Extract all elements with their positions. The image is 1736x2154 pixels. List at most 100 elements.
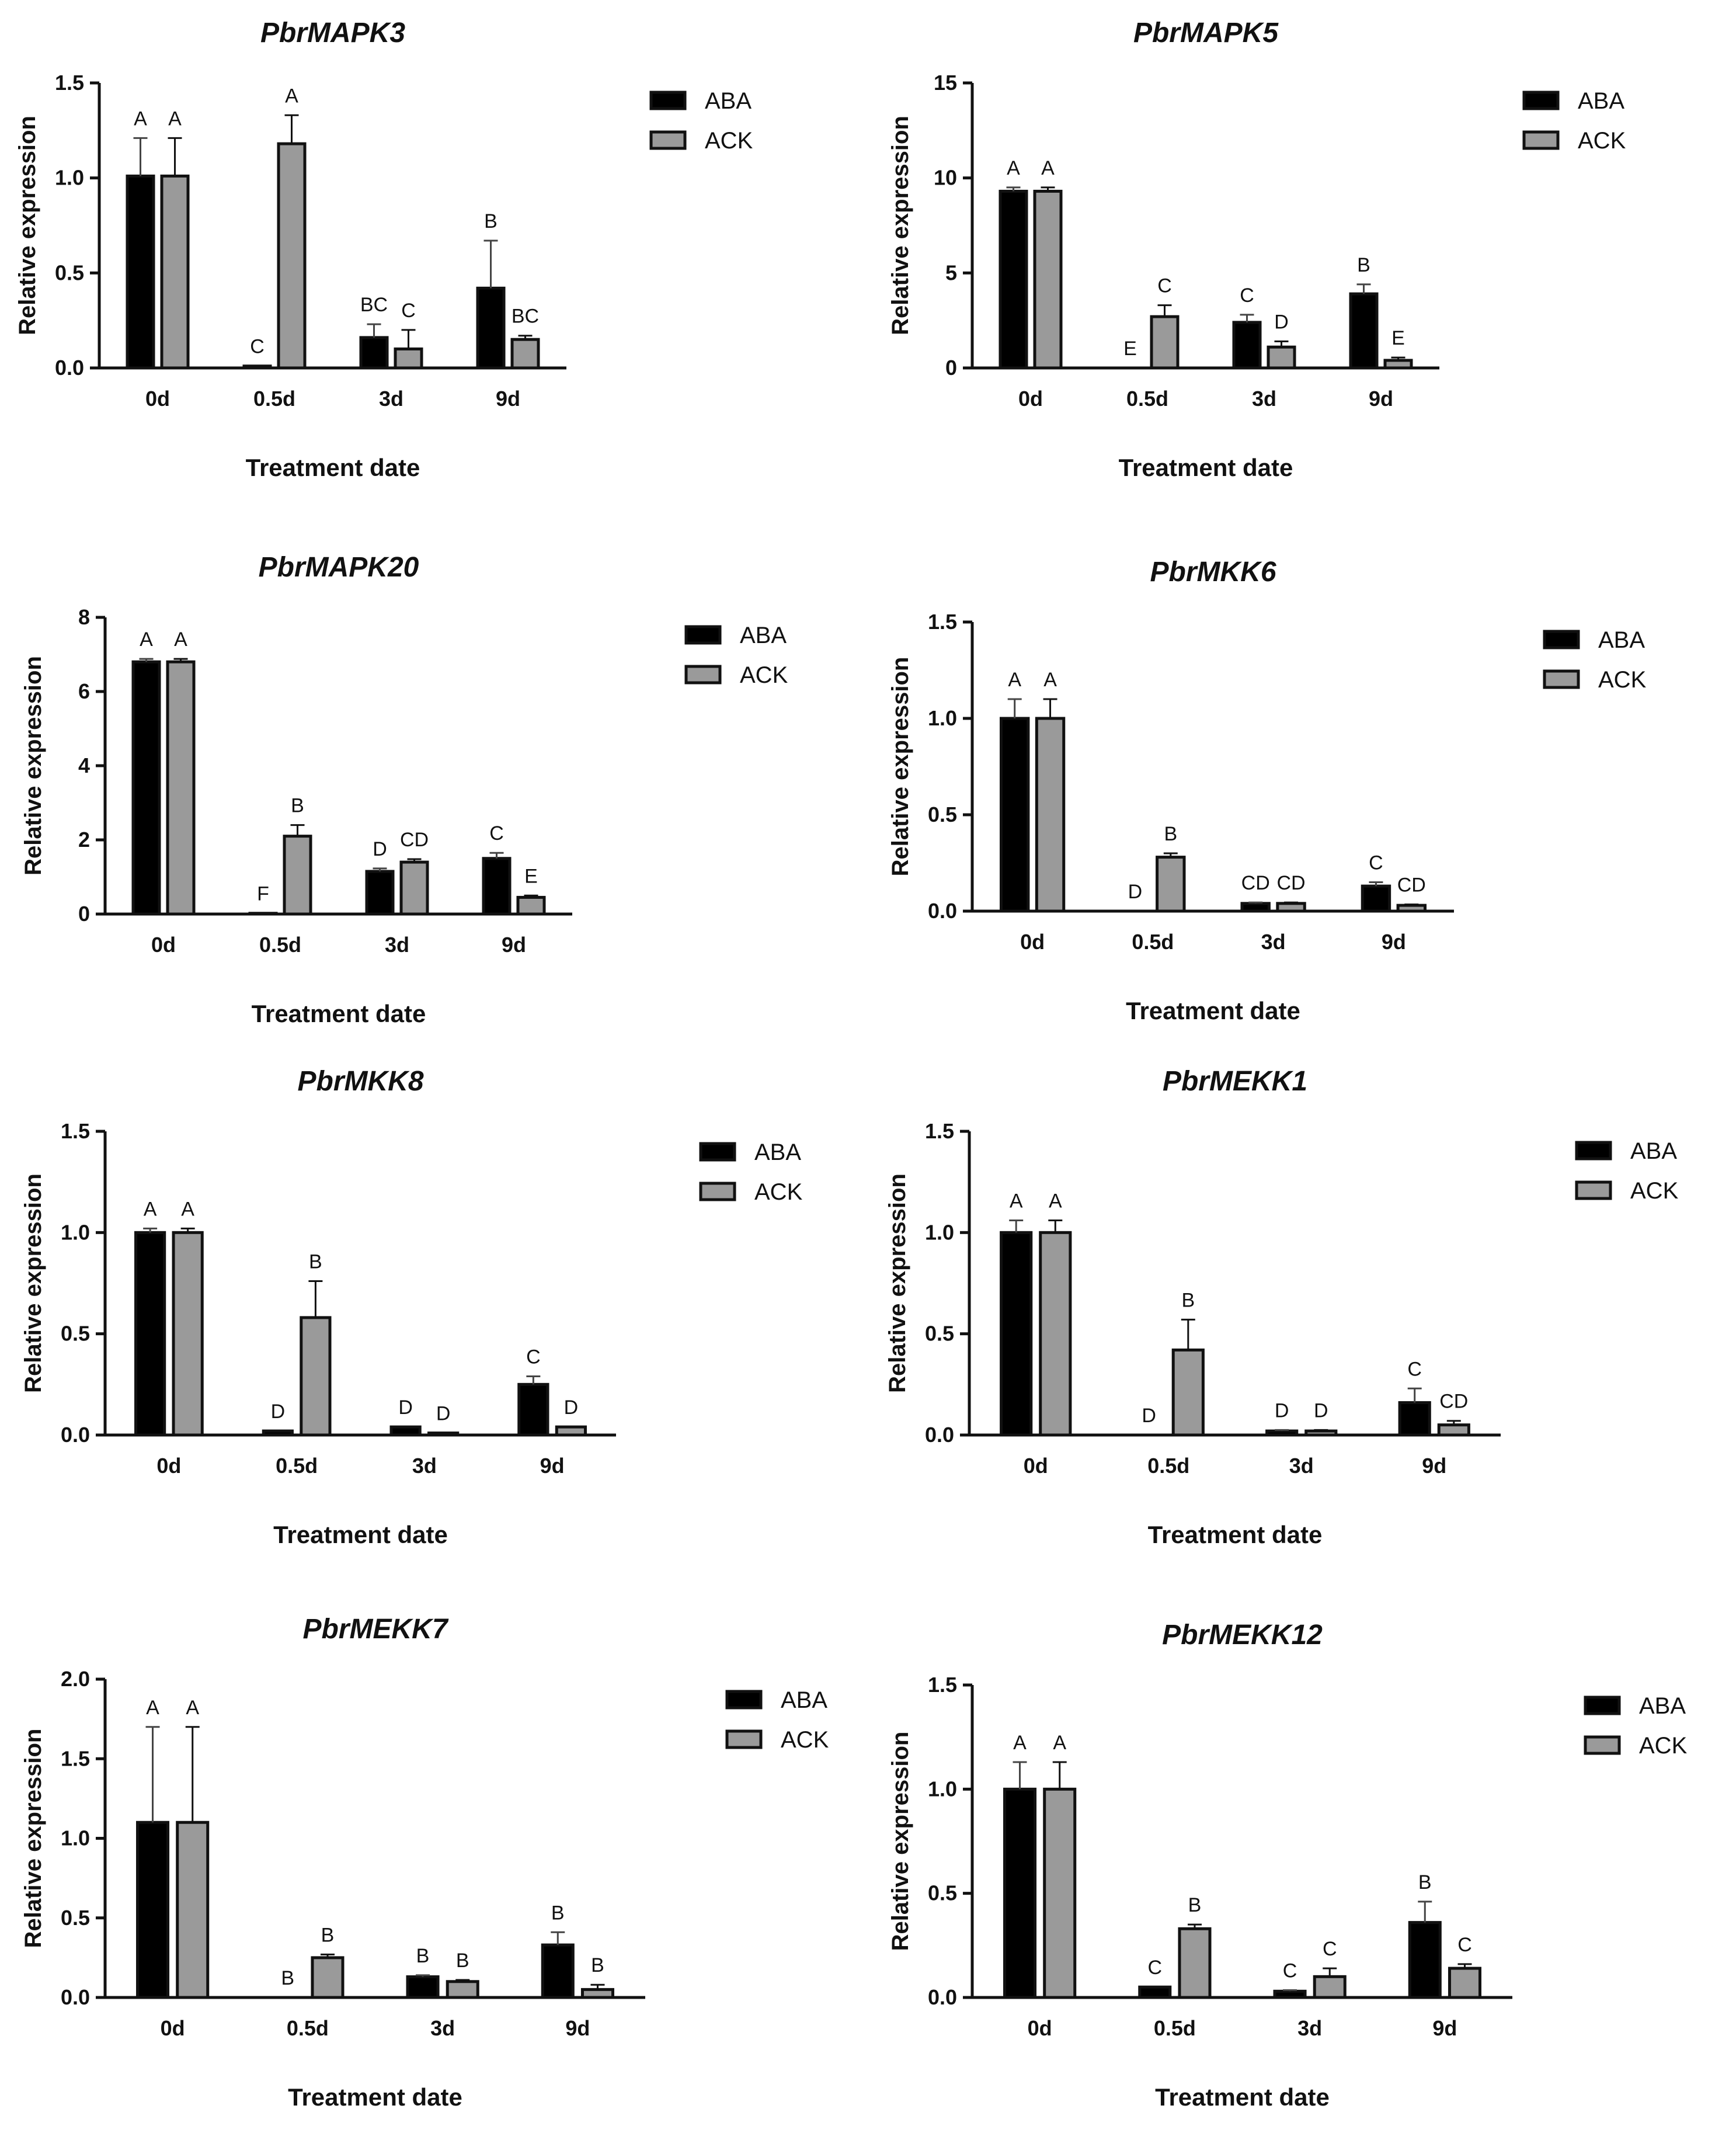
bar-ack-0d (160, 174, 190, 370)
significance-letter: BC (360, 294, 388, 316)
significance-letter: CD (1439, 1391, 1468, 1413)
x-axis-label: Treatment date (273, 1521, 448, 1548)
significance-letter: D (1314, 1399, 1328, 1422)
significance-letter: B (281, 1967, 294, 1989)
chart-title: PbrMEKK12 (1162, 1620, 1323, 1651)
y-tick-label: 1.0 (61, 1826, 90, 1850)
significance-letter: D (1142, 1405, 1156, 1427)
chart-panel-pbrmekk12: PbrMEKK12 0.0 0.5 1.0 1.5 Relative expression… (888, 1620, 1688, 2111)
significance-letter: A (1007, 157, 1020, 179)
bar-aba-3d (1232, 321, 1262, 370)
x-tick-label: 0.5d (1147, 1454, 1189, 1478)
bar-ack-0.5d (1178, 1927, 1212, 1999)
legend-label-aba: ABA (1630, 1138, 1677, 1164)
bar-aba-3d (1240, 902, 1271, 913)
bar-aba-0d (1003, 1787, 1037, 1999)
significance-letter: B (591, 1954, 604, 1976)
x-axis-label: Treatment date (1148, 1521, 1323, 1548)
significance-letter: D (398, 1396, 413, 1419)
y-tick-label: 0.0 (925, 1423, 954, 1447)
significance-letter: B (1188, 1894, 1202, 1916)
significance-letter: A (181, 1198, 194, 1220)
y-axis-label: Relative expression (888, 1732, 913, 1951)
significance-letter: C (250, 336, 265, 358)
significance-letter: A (144, 1198, 157, 1220)
y-tick-label: 0.5 (925, 1322, 954, 1346)
significance-letter: C (1240, 284, 1254, 307)
significance-letter: E (1123, 338, 1137, 360)
x-axis-label: Treatment date (288, 2083, 462, 2111)
bar-aba-0d (134, 1231, 166, 1437)
significance-letter: C (526, 1346, 541, 1368)
legend-label-ack: ACK (1630, 1178, 1679, 1204)
x-tick-label: 0.5d (1132, 930, 1174, 954)
bar-aba-0d (126, 174, 155, 370)
bar-aba-0d (131, 660, 161, 916)
chart-panel-pbrmapk20: PbrMAPK20 0 2 4 6 8 Relative expression Treatme… (20, 552, 788, 1027)
significance-letter: B (1418, 1871, 1432, 1894)
x-tick-label: 9d (1432, 2016, 1457, 2040)
chart-title: PbrMAPK20 (259, 552, 419, 583)
x-tick-label: 0.5d (1126, 387, 1168, 411)
x-tick-label: 0.5d (253, 387, 295, 411)
significance-letter: D (373, 838, 387, 860)
y-tick-label: 2 (78, 828, 90, 852)
bar-ack-0.5d (277, 142, 307, 370)
chart-title: PbrMEKK7 (302, 1614, 448, 1645)
significance-letter: A (146, 1697, 159, 1719)
bar-ack-9d (1448, 1967, 1481, 1999)
bar-aba-9d (1408, 1921, 1442, 1999)
chart-title: PbrMAPK3 (260, 18, 405, 48)
x-tick-label: 3d (1261, 930, 1286, 954)
significance-letter: C (1147, 1957, 1162, 1979)
significance-letter: C (1283, 1960, 1297, 1982)
x-tick-label: 0d (1024, 1454, 1048, 1478)
bar-ack-3d (1267, 345, 1296, 370)
significance-letter: A (186, 1697, 199, 1719)
bar-aba-0d (1000, 717, 1030, 913)
bar-aba-0d (1000, 1231, 1033, 1437)
legend-label-aba: ABA (1639, 1693, 1686, 1719)
chart-title: PbrMAPK5 (1133, 18, 1279, 48)
chart-panel-pbrmekk1: PbrMEKK1 0.0 0.5 1.0 1.5 Relative expression T… (885, 1066, 1679, 1548)
legend-label-ack: ACK (754, 1179, 803, 1205)
bar-aba-3d (406, 1975, 440, 1999)
significance-letter: B (1164, 823, 1177, 845)
significance-letter: B (1357, 254, 1370, 276)
x-tick-label: 9d (565, 2016, 590, 2040)
x-axis-label: Treatment date (252, 1000, 426, 1027)
y-tick-label: 0.5 (61, 1322, 90, 1346)
legend-label-ack: ACK (705, 128, 753, 154)
significance-letter: B (1181, 1289, 1195, 1311)
significance-letter: CD (1241, 872, 1270, 894)
y-tick-label: 0.0 (55, 356, 84, 380)
x-tick-label: 0d (145, 387, 170, 411)
x-axis-label: Treatment date (1119, 454, 1293, 481)
legend-label-aba: ABA (705, 88, 752, 114)
chart-title: PbrMEKK1 (1163, 1066, 1307, 1097)
x-tick-label: 3d (379, 387, 403, 411)
x-tick-label: 0d (1018, 387, 1043, 411)
legend-swatch-aba (684, 625, 722, 645)
bar-aba-3d (1265, 1429, 1299, 1437)
x-tick-label: 3d (385, 933, 409, 957)
significance-letter: CD (1276, 872, 1305, 894)
x-tick-label: 3d (1252, 387, 1276, 411)
y-axis-label: Relative expression (885, 1173, 910, 1393)
significance-letter: B (551, 1902, 565, 1924)
chart-title: PbrMKK8 (297, 1066, 423, 1097)
chart-panel-pbrmekk7: PbrMEKK7 0.0 0.5 1.0 1.5 2.0 Relative expressi… (20, 1614, 829, 2111)
y-tick-label: 1.5 (925, 1119, 954, 1143)
y-tick-label: 0 (945, 356, 957, 380)
significance-letter: A (1043, 669, 1057, 691)
significance-letter: A (1049, 1190, 1062, 1213)
chart-panel-pbrmkk6: PbrMKK6 0.0 0.5 1.0 1.5 Relative expression Tr… (888, 557, 1647, 1024)
x-tick-label: 3d (1297, 2016, 1322, 2040)
legend-label-ack: ACK (1639, 1733, 1688, 1759)
legend-swatch-ack (649, 130, 687, 150)
bar-ack-9d (516, 895, 546, 916)
y-tick-label: 1.5 (61, 1119, 90, 1143)
significance-letter: B (484, 210, 498, 232)
significance-letter: F (257, 883, 269, 905)
significance-letter: B (309, 1251, 322, 1273)
